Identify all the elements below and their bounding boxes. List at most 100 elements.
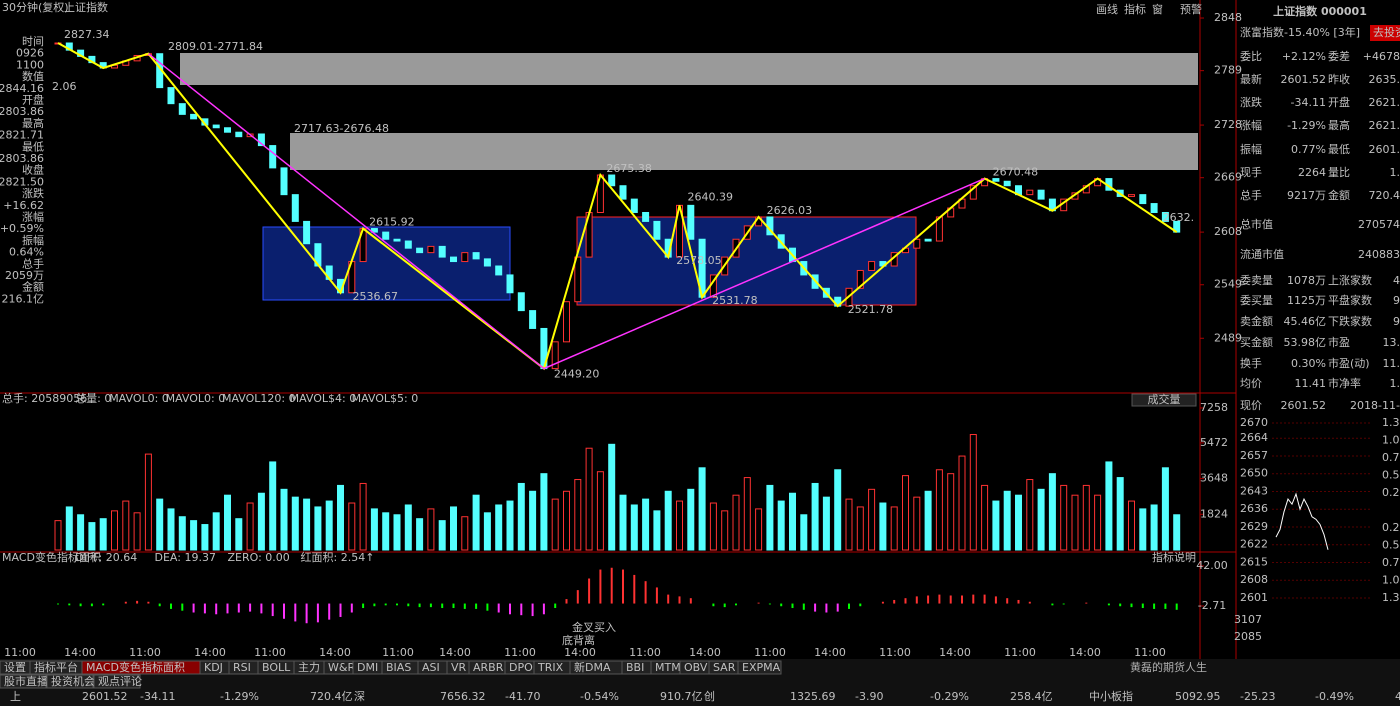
candle <box>382 231 390 240</box>
tab[interactable]: ASI <box>422 661 440 674</box>
volume-header: MAVOL0: 0 <box>109 392 169 405</box>
tab[interactable]: OBV <box>684 661 708 674</box>
mini-right-tick: 1.31 <box>1382 416 1400 429</box>
mini-y-tick: 2657 <box>1240 449 1268 462</box>
candle <box>517 292 525 312</box>
volume-bar <box>416 518 424 551</box>
volume-bar <box>1015 494 1022 551</box>
quote-title: 上证指数 000001 <box>1273 4 1367 18</box>
volume-bar <box>676 500 683 551</box>
pivot-label: 2615.92 <box>369 216 415 229</box>
status-value: -34.11 <box>140 690 175 703</box>
x-tick-label: 14:00 <box>194 646 226 659</box>
tab[interactable]: BOLL <box>262 661 291 674</box>
tab[interactable]: 指标平台 <box>34 660 78 674</box>
x-tick-label: 11:00 <box>879 646 911 659</box>
tab[interactable]: TRIX <box>537 661 564 674</box>
status-label: 中小板指 <box>1089 689 1133 703</box>
tab[interactable]: 新DMA <box>574 660 611 674</box>
quote-value: 45.46亿 <box>1284 315 1327 328</box>
quote-value: 53.98亿 <box>1284 336 1327 349</box>
volume-bar <box>1003 490 1011 551</box>
x-tick-label: 11:00 <box>254 646 286 659</box>
volume-bar <box>1094 494 1102 551</box>
volume-bar <box>99 518 107 551</box>
tab[interactable]: DMI <box>357 661 378 674</box>
candle <box>438 245 446 258</box>
y-tick-label: 1824 <box>1200 507 1228 520</box>
volume-header: MAVOL$5: 0 <box>352 392 419 405</box>
zone-label: 2717.63-2676.48 <box>294 122 389 135</box>
tab[interactable]: BBI <box>626 661 644 674</box>
subtab[interactable]: 投资机会 <box>51 674 95 688</box>
quote-label: 市盈(动) <box>1328 356 1370 370</box>
tab[interactable]: 主力 <box>298 661 320 674</box>
x-tick-label: 14:00 <box>1069 646 1101 659</box>
tab[interactable]: 设置 <box>4 661 26 674</box>
y-tick-label: 2728 <box>1214 118 1242 131</box>
volume-bar <box>438 520 446 551</box>
subtab-bg[interactable] <box>0 674 47 689</box>
info-value: 2821.50 <box>0 175 44 188</box>
volume-bar <box>359 482 367 551</box>
tab[interactable]: MTM <box>655 661 681 674</box>
volume-bar <box>303 498 311 551</box>
tab[interactable]: VR <box>451 661 467 674</box>
quote-label: 开盘 <box>1328 95 1350 109</box>
status-label: 上 <box>10 690 21 703</box>
tab[interactable]: BIAS <box>386 661 411 674</box>
mini-y-tick: 2636 <box>1240 502 1268 515</box>
quote-value: 2264 <box>1298 166 1326 179</box>
candle <box>495 265 503 276</box>
x-tick-label: 14:00 <box>64 646 96 659</box>
quote-label: 现手 <box>1240 165 1262 179</box>
tab[interactable]: EXPMA <box>742 661 781 674</box>
volume-bar <box>822 496 830 551</box>
volume-bar <box>122 500 130 551</box>
volume-bar <box>483 512 491 551</box>
volume-bar <box>404 504 412 551</box>
mini-y-tick: 2664 <box>1240 431 1268 444</box>
indicator-help: 指标说明 <box>1152 550 1196 564</box>
pivot-label: 2632. <box>1163 211 1195 224</box>
volume-bar <box>789 492 796 551</box>
volume-bar <box>811 482 819 551</box>
quote-value: 0.30% <box>1291 357 1326 370</box>
candle <box>642 211 650 222</box>
mini-right-tick: 0.78 <box>1382 451 1400 464</box>
quote-label: 振幅 <box>1240 142 1262 156</box>
watermark: 黄磊的期货人生 <box>1130 660 1207 674</box>
quote-value: 2635. <box>1369 73 1400 86</box>
quote-value: 720.4 <box>1369 189 1400 202</box>
invest-button-bg[interactable] <box>1370 25 1400 41</box>
pivot-label: 2640.39 <box>688 190 734 203</box>
volume-header: MAVOL120: 0 <box>222 392 296 405</box>
volume-bar <box>144 453 152 551</box>
candle <box>472 252 480 260</box>
subtab[interactable]: 股市直播 <box>4 674 48 688</box>
pivot-label: 2827.34 <box>64 28 110 41</box>
tab[interactable]: MACD变色指标面积 <box>86 660 185 674</box>
tab-bg[interactable] <box>737 660 782 675</box>
volume-bar <box>981 484 989 551</box>
tab[interactable]: SAR <box>713 661 736 674</box>
tab[interactable]: DPO <box>509 661 533 674</box>
volume-bar <box>235 518 243 551</box>
tab[interactable]: ARBR <box>473 661 504 674</box>
subtab[interactable]: 观点评论 <box>98 674 142 688</box>
candle <box>969 185 977 200</box>
subtab-bg[interactable] <box>93 674 141 689</box>
subtab-bg[interactable] <box>46 674 94 689</box>
tab[interactable]: W&R <box>328 661 355 674</box>
quote-label: 量比 <box>1328 166 1350 179</box>
candle <box>269 145 277 169</box>
tab[interactable]: RSI <box>233 661 251 674</box>
candle <box>913 238 921 249</box>
mini-y-tick: 2670 <box>1240 416 1268 429</box>
volume-bar <box>992 500 1000 551</box>
candle <box>427 245 435 254</box>
tab[interactable]: KDJ <box>204 661 223 674</box>
mini-y-tick: 2629 <box>1240 520 1268 533</box>
candle <box>563 301 570 343</box>
candle <box>856 269 864 289</box>
